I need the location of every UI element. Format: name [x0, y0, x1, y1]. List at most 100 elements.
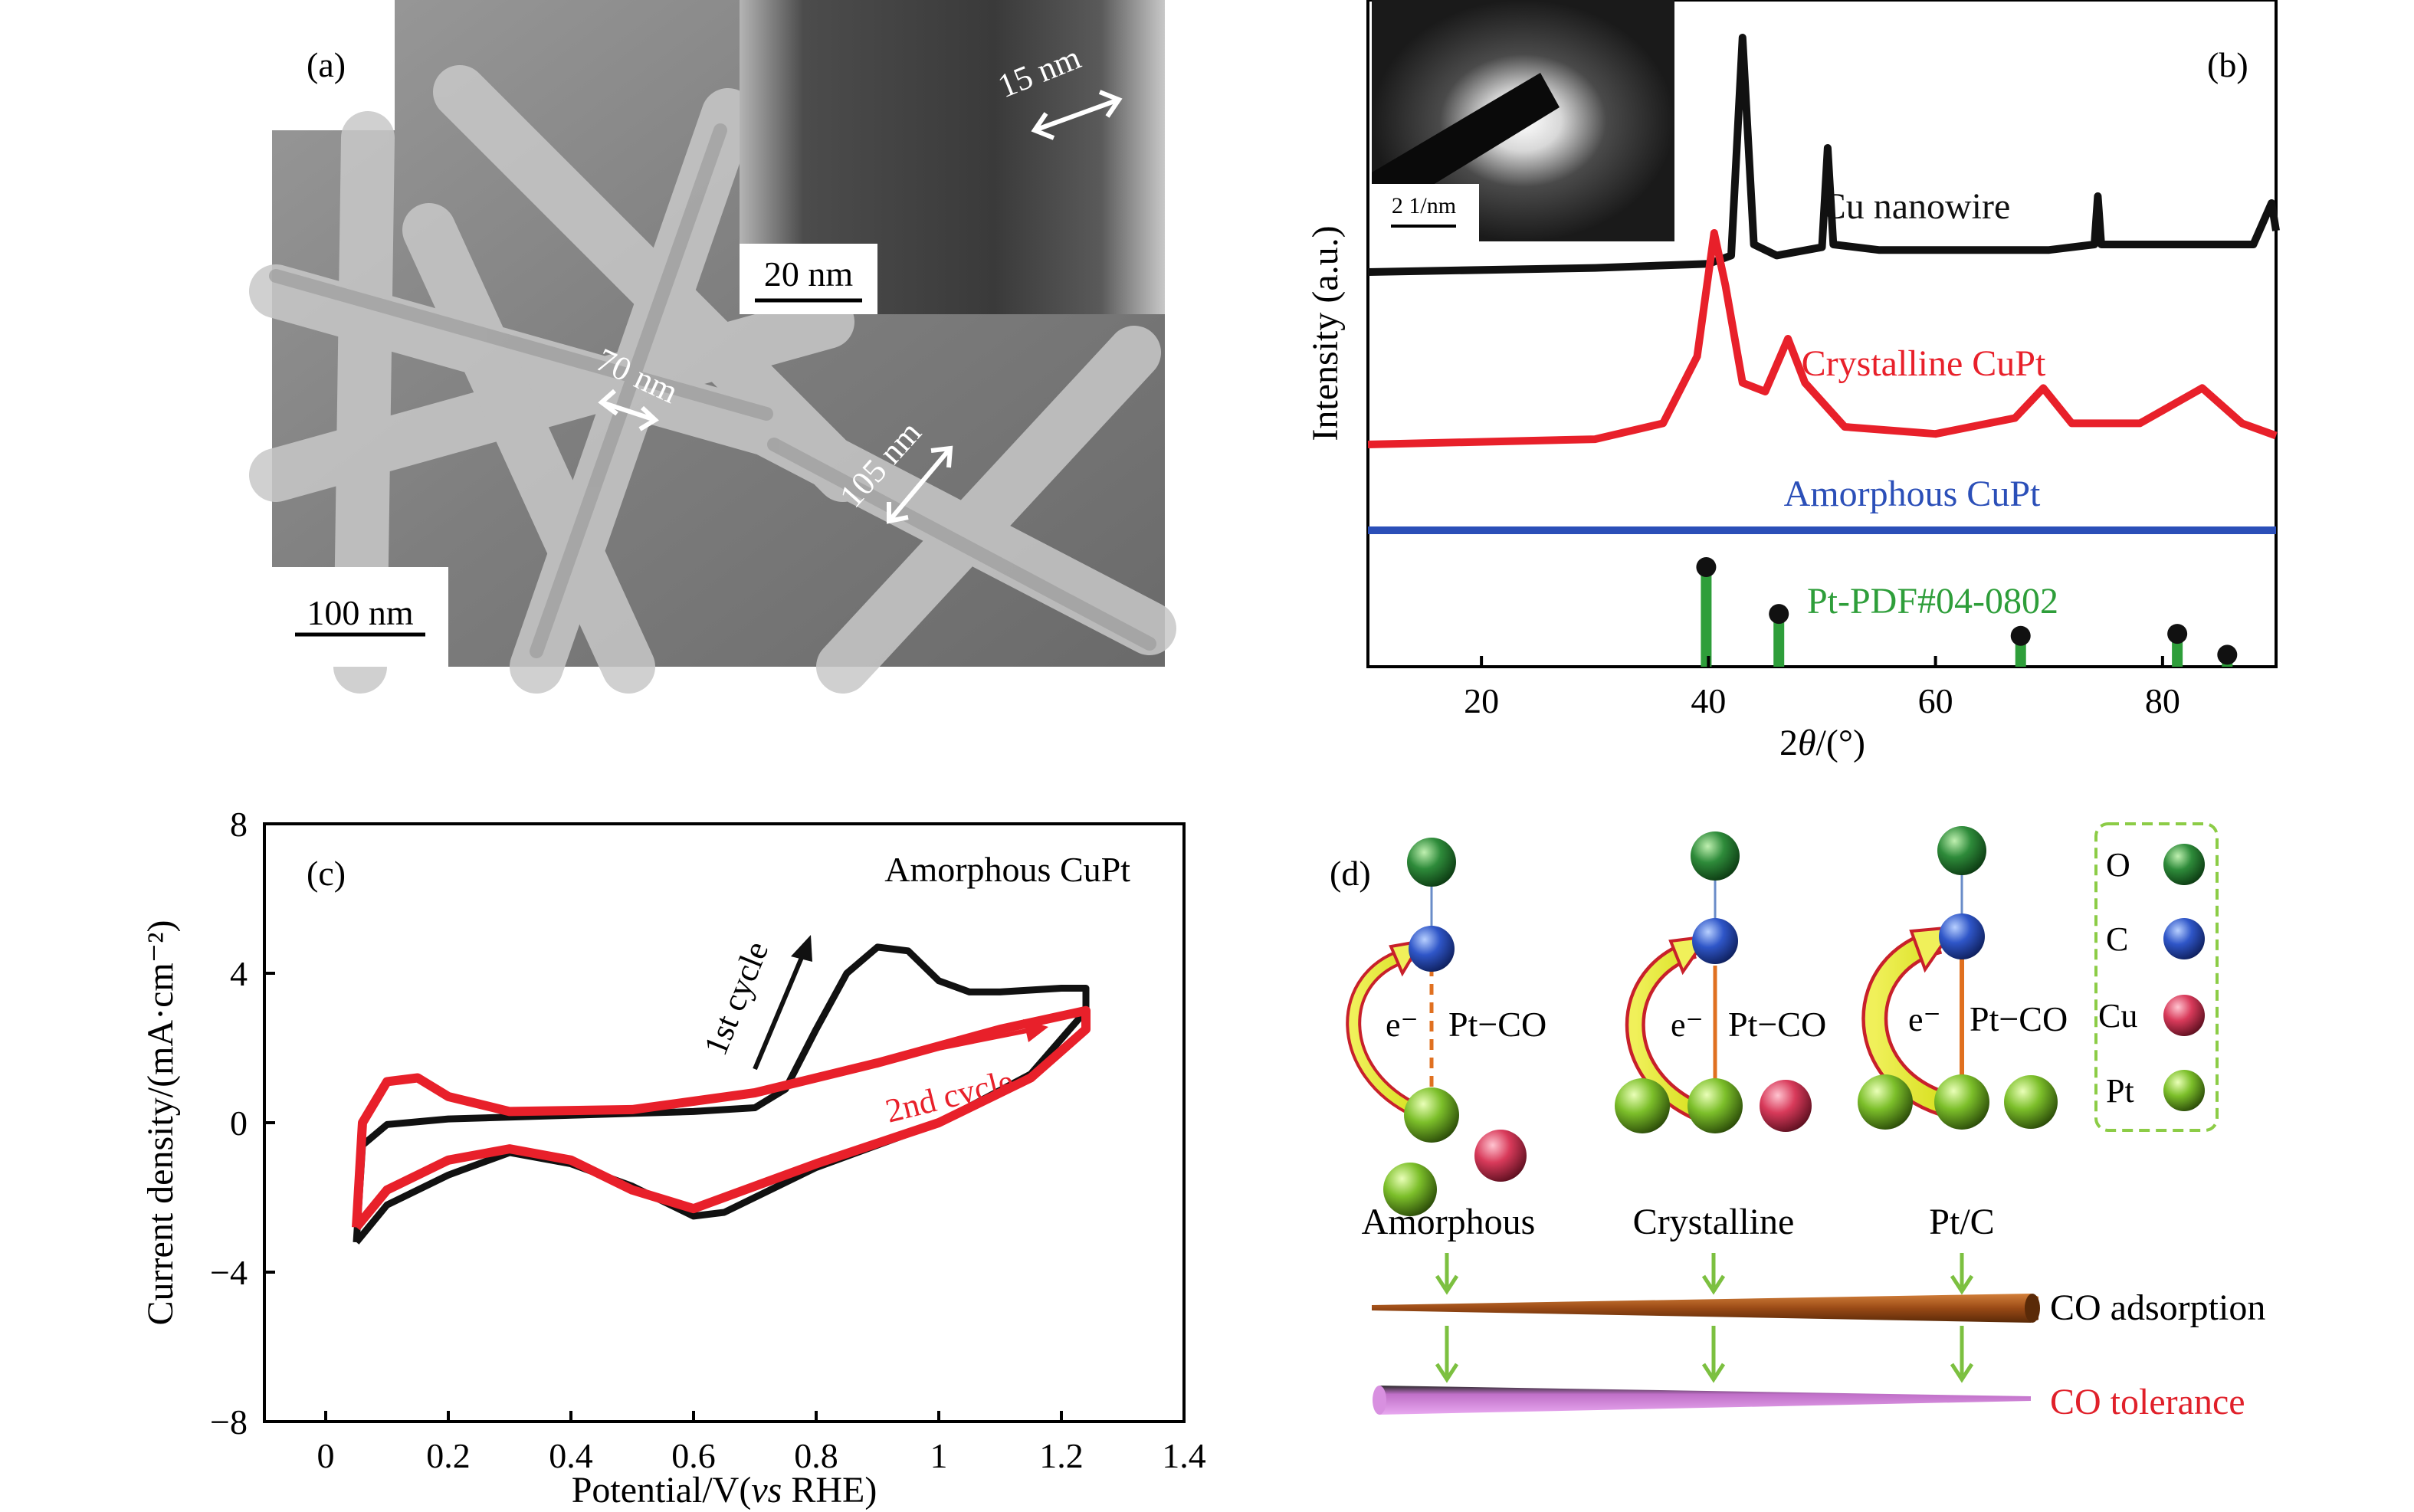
legend-swatch-C	[2163, 918, 2205, 959]
atom-legend: O C Cu Pt	[2094, 822, 2219, 1132]
atom-Cu	[1474, 1130, 1527, 1182]
xrd-ticks-group: 20 40 60 80	[1464, 656, 2180, 720]
legend-frame	[2094, 822, 2219, 1132]
reference-peak-marker	[1769, 604, 1789, 625]
xrd-x-tick-label: 80	[2145, 681, 2180, 720]
xrd-label-cu-nanowire: Cu nanowire	[1822, 186, 2011, 227]
panel-d-label: (d)	[1330, 854, 1371, 893]
panel-c-label: (c)	[307, 854, 346, 893]
category-amorphous: Amorphous	[1362, 1202, 1536, 1242]
cv-y-tick-label: −4	[210, 1253, 248, 1292]
sem-scalebar-box	[272, 567, 448, 667]
legend-swatch-Pt	[2163, 1070, 2205, 1111]
atom-Pt	[1615, 1078, 1670, 1133]
atom-C	[1692, 918, 1738, 964]
xrd-x-tick-label: 20	[1464, 681, 1499, 720]
legend-label-O: O	[2106, 846, 2130, 884]
model-amorphous: e⁻ Pt−CO	[1346, 838, 1546, 1216]
legend-label-C: C	[2106, 920, 2128, 958]
bond-label: Pt−CO	[1448, 1005, 1546, 1044]
cv-x-axis-label: Potential/V(vs RHE)	[572, 1470, 877, 1510]
cv-y-tick-label: 0	[230, 1104, 248, 1143]
atom-O	[1407, 838, 1456, 887]
atom-Pt	[1688, 1078, 1743, 1133]
panel-b-chart: 2 1/nm (b) 20 40 60 80 Cu nanowire Crystalli…	[1305, 0, 2280, 763]
cv-x-tick-label: 1	[930, 1436, 948, 1475]
xrd-x-tick-label: 60	[1918, 681, 1953, 720]
panel-d-schematic: (d) e⁻ Pt−CO e⁻	[1330, 822, 2265, 1422]
cv-x-tick-label: 0.4	[549, 1436, 593, 1475]
atom-C	[1409, 926, 1455, 972]
atom-O	[1691, 831, 1740, 881]
legend-swatch-O	[2163, 844, 2205, 885]
panel-a-label: (a)	[307, 45, 346, 84]
model-pt-c: e⁻ Pt−CO	[1858, 826, 2068, 1130]
cv-x-tick-label: 1.4	[1162, 1436, 1206, 1475]
tem-scalebar-box	[740, 244, 877, 314]
xrd-label-crystalline-cupt: Crystalline CuPt	[1802, 343, 2046, 384]
reference-peak-marker	[2010, 625, 2031, 646]
atom-Pt	[1858, 1074, 1913, 1130]
atom-C	[1939, 913, 1985, 959]
cv-x-tick-label: 0	[317, 1436, 335, 1475]
category-pt-c: Pt/C	[1929, 1202, 1994, 1242]
xrd-x-axis-label: 2θ/(°)	[1779, 723, 1865, 763]
electron-label: e⁻	[1386, 1006, 1419, 1044]
bond-label: Pt−CO	[1728, 1005, 1826, 1044]
xrd-x-tick-label: 40	[1691, 681, 1726, 720]
reference-peak-marker	[2167, 624, 2188, 644]
cone-co-tolerance	[1379, 1386, 2031, 1415]
cv-series-group	[352, 943, 1091, 1245]
model-crystalline: e⁻ Pt−CO	[1615, 831, 1826, 1133]
atom-Pt	[1404, 1087, 1459, 1143]
cv-y-tick-label: 8	[230, 805, 248, 844]
xrd-series-crystalline-cupt	[1367, 229, 2278, 448]
category-crystalline: Crystalline	[1633, 1202, 1795, 1242]
xrd-plot-frame	[1366, 0, 2278, 668]
legend-label-Cu: Cu	[2098, 997, 2137, 1035]
cv-y-axis-label: Current density/(mA·cm⁻²)	[140, 920, 181, 1326]
cv-x-tick-label: 0.8	[794, 1436, 838, 1475]
xrd-series-labels: Cu nanowire Crystalline CuPt Amorphous CuP…	[1784, 186, 2058, 622]
xrd-y-axis-label: Intensity (a.u.)	[1305, 225, 1346, 441]
atom-Pt	[2004, 1075, 2058, 1129]
cone-co-adsorption	[1372, 1294, 2038, 1323]
cv-ticks-group: 0 0.2 0.4 0.6 0.8 1 1.2 1.4 −8 −4 0 4 8	[210, 805, 1206, 1475]
legend-swatch-Cu	[2163, 995, 2205, 1036]
reference-peak-marker	[2217, 644, 2238, 665]
tem-scalebar-label: 20 nm	[764, 254, 854, 294]
panel-c-chart: (c) Amorphous CuPt 0 0.2 0.4 0.6 0.8 1 1.2 1.4 −…	[140, 805, 1206, 1510]
atom-Pt	[1383, 1163, 1437, 1216]
saed-scalebar-label: 2 1/nm	[1392, 193, 1456, 218]
legend-label-Pt: Pt	[2106, 1072, 2134, 1110]
atom-O	[1937, 826, 1986, 875]
bond-label: Pt−CO	[1970, 999, 2068, 1038]
xrd-label-reference: Pt-PDF#04-0802	[1807, 581, 2058, 622]
arrow-2nd-cycle	[892, 1028, 1028, 1060]
panel-b-label: (b)	[2207, 45, 2248, 84]
atom-Pt	[1934, 1074, 1989, 1130]
atom-Cu	[1760, 1080, 1812, 1132]
cv-series-2nd-cycle	[352, 1005, 1091, 1231]
measurement-arrows	[598, 90, 1123, 524]
trend-arrows	[1435, 1253, 1974, 1383]
cv-y-tick-label: 4	[230, 954, 248, 993]
xrd-label-amorphous-cupt: Amorphous CuPt	[1784, 474, 2041, 514]
sem-scalebar-label: 100 nm	[307, 593, 414, 632]
xrd-series-group	[1367, 34, 2280, 667]
electron-label: e⁻	[1671, 1006, 1704, 1044]
saed-scalebar-box	[1372, 184, 1479, 241]
trend-co-tolerance: CO tolerance	[2050, 1382, 2245, 1422]
xrd-series-cu-nanowire	[1367, 34, 2280, 276]
reference-peak-marker	[1696, 557, 1717, 577]
electron-label: e⁻	[1908, 1001, 1941, 1038]
cv-x-tick-label: 0.2	[426, 1436, 471, 1475]
cv-y-tick-label: −8	[210, 1402, 248, 1441]
cv-x-tick-label: 1.2	[1039, 1436, 1084, 1475]
cv-title: Amorphous CuPt	[884, 850, 1130, 889]
cv-x-tick-label: 0.6	[671, 1436, 716, 1475]
arrow-1st-cycle	[753, 949, 807, 1071]
panel-a: (a) 100 nm 20 nm 15 nm 70 nm 105 nm	[249, 0, 1176, 694]
trend-co-adsorption: CO adsorption	[2050, 1287, 2265, 1328]
